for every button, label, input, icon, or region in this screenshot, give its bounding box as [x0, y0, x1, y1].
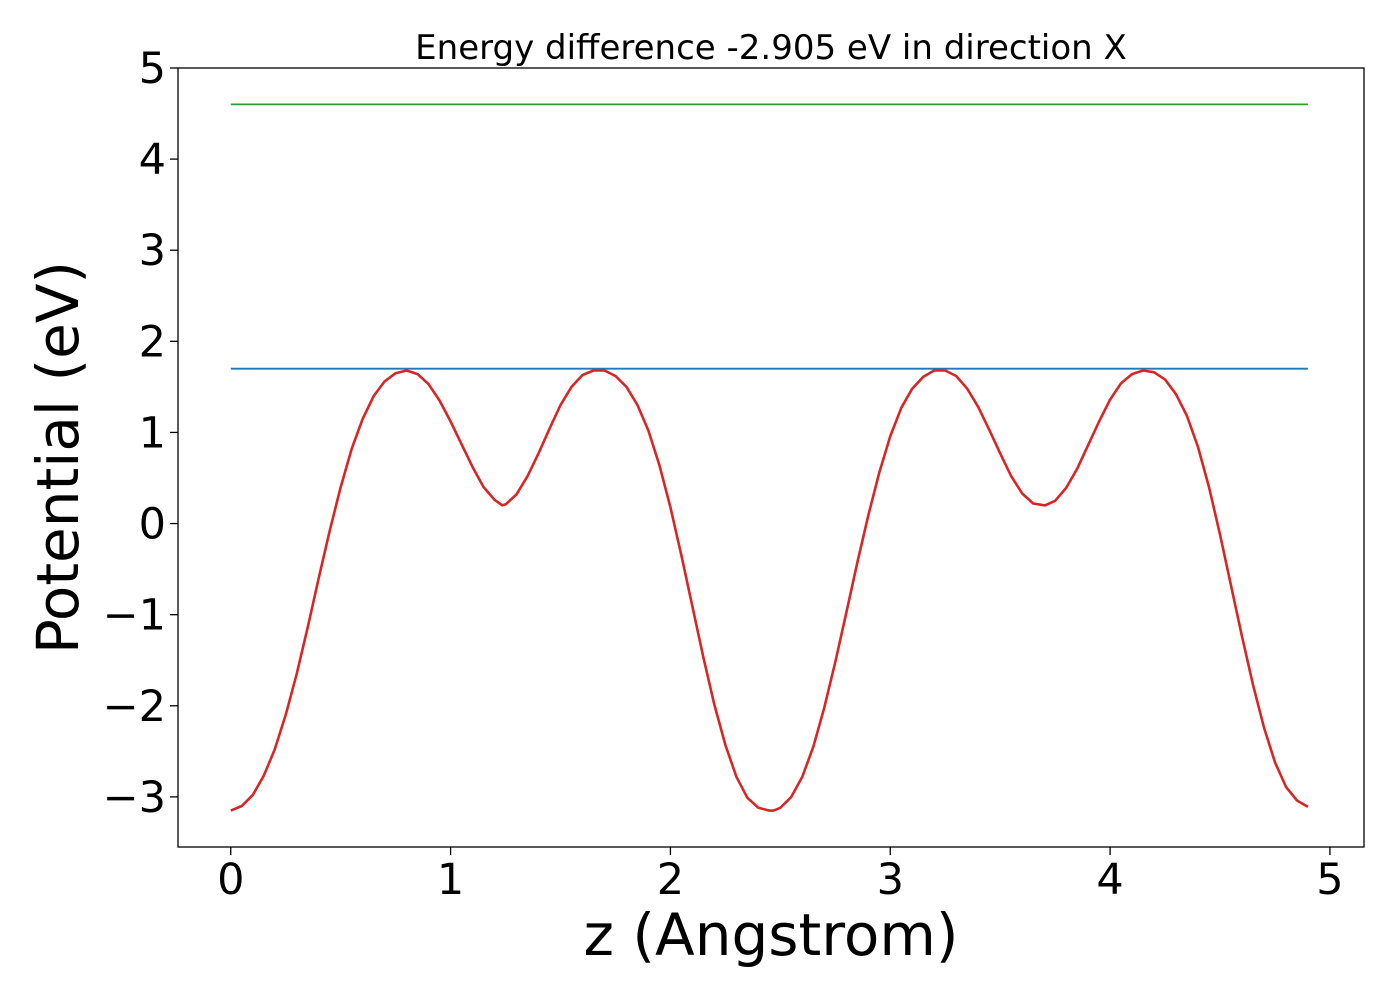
y-tick-label: 0 [139, 500, 166, 550]
x-tick-label: 5 [1316, 855, 1343, 905]
y-axis-label: Potential (eV) [24, 261, 92, 654]
y-axis: −3 −2 −1 0 1 2 3 4 5 [103, 44, 178, 823]
plot-frame [177, 67, 1365, 848]
x-tick-label: 2 [657, 855, 684, 905]
x-axis: 0 1 2 3 4 5 [217, 847, 1344, 905]
x-tick-label: 0 [217, 855, 244, 905]
y-tick-label: 1 [139, 408, 166, 458]
y-tick-label: −2 [103, 682, 166, 732]
y-tick-label: −3 [103, 773, 166, 823]
plot-lines [230, 103, 1309, 812]
x-tick-label: 4 [1096, 855, 1123, 905]
y-tick-label: 2 [139, 317, 166, 367]
series-line-0 [230, 369, 1309, 812]
x-tick-label: 3 [877, 855, 904, 905]
y-tick-label: 3 [139, 226, 166, 276]
x-tick-label: 1 [437, 855, 464, 905]
x-axis-label: z (Angstrom) [584, 901, 959, 969]
y-tick-label: 5 [139, 44, 166, 94]
y-tick-label: 4 [139, 135, 166, 185]
chart-title: Energy difference -2.905 eV in direction… [415, 28, 1127, 68]
y-tick-label: −1 [103, 591, 166, 641]
